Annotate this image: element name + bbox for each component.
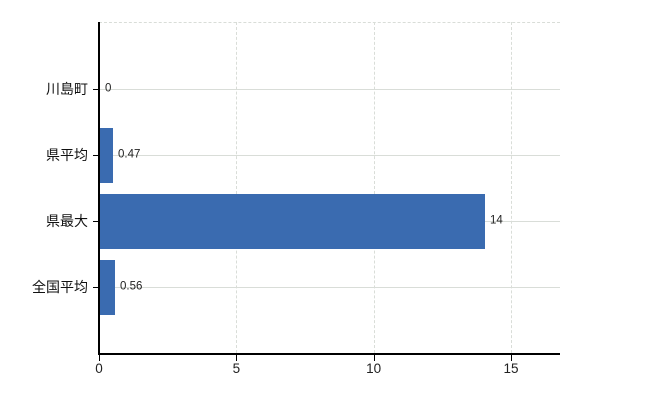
category-label: 川島町 — [46, 81, 88, 97]
bar-value-label: 0 — [105, 82, 112, 95]
x-tick-label: 10 — [366, 361, 382, 376]
row-gridline — [99, 287, 560, 288]
x-tick-label: 15 — [503, 361, 519, 376]
category-label: 全国平均 — [32, 279, 88, 295]
vertical-gridline — [373, 22, 375, 353]
x-axis-tick — [511, 355, 513, 361]
vertical-gridline — [236, 22, 238, 353]
y-axis-tick — [93, 155, 99, 156]
plot-top-border — [99, 22, 560, 23]
y-axis-tick — [93, 89, 99, 90]
bar-2 — [100, 127, 113, 183]
bar-value-label: 0.47 — [118, 148, 141, 161]
vertical-gridline — [511, 22, 513, 353]
x-axis-tick — [236, 355, 238, 361]
bar-value-label: 0.56 — [120, 280, 143, 293]
bar-4 — [100, 259, 115, 315]
y-axis-tick — [93, 221, 99, 222]
row-gridline — [99, 89, 560, 90]
y-axis-line — [98, 22, 100, 355]
bar-value-label: 14 — [490, 214, 503, 227]
bar-3 — [100, 193, 485, 249]
category-label: 県最大 — [46, 213, 88, 229]
x-axis-line — [98, 353, 560, 355]
x-axis-tick — [99, 355, 100, 361]
category-label: 県平均 — [46, 147, 88, 163]
x-tick-label: 5 — [232, 361, 241, 376]
y-axis-tick — [93, 287, 99, 288]
row-gridline — [99, 155, 560, 156]
x-axis-tick — [373, 355, 375, 361]
x-tick-label: 0 — [95, 361, 103, 376]
